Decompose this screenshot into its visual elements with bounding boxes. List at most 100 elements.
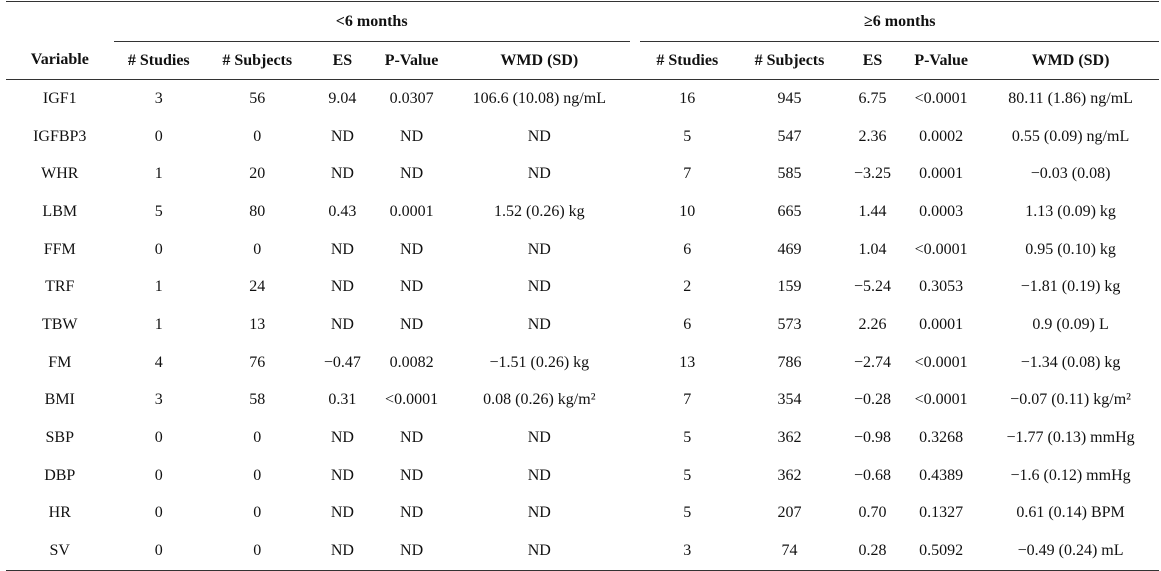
cell-subjects: 786: [777, 353, 802, 371]
cell-subjects: 24: [249, 278, 266, 296]
cell-es: ND: [330, 429, 354, 447]
cell-subjects: 80: [249, 202, 266, 220]
cell-variable: TBW: [41, 315, 78, 333]
cell-subjects: 0: [253, 542, 262, 560]
cell-wmd: ND: [527, 127, 551, 145]
cell-variable: WHR: [41, 165, 79, 183]
cell-es: −0.28: [853, 391, 891, 409]
cell-wmd: ND: [527, 165, 551, 183]
cell-wmd: 1.13 (0.09) kg: [1025, 202, 1116, 220]
cell-es: −0.98: [853, 429, 891, 447]
column-header-row: Variable # Studies # Subjects ES P-Value…: [6, 41, 1159, 80]
cell-subjects: 0: [253, 504, 262, 522]
cell-studies: 4: [154, 353, 163, 371]
cell-es: −0.68: [853, 466, 891, 484]
cell-studies: 1: [154, 278, 163, 296]
col-header-es: ES: [844, 41, 901, 80]
col-header-subjects: # Subjects: [734, 41, 845, 80]
cell-studies: 0: [154, 504, 163, 522]
col-header-studies: # Studies: [640, 41, 735, 80]
cell-es: ND: [330, 504, 354, 522]
cell-wmd: −0.03 (0.08): [1030, 165, 1111, 183]
cell-subjects: 159: [777, 278, 802, 296]
cell-p-value: <0.0001: [914, 353, 968, 371]
cell-subjects: 573: [777, 315, 802, 333]
cell-studies: 6: [683, 315, 692, 333]
cell-gap: [630, 532, 641, 570]
cell-subjects: 74: [781, 542, 798, 560]
cell-subjects: 945: [777, 89, 802, 107]
cell-es: ND: [330, 466, 354, 484]
results-table-container: <6 months ≥6 months Variable # Studies #…: [6, 1, 1159, 571]
cell-es: 2.36: [858, 127, 887, 145]
table-body: IGF1 3 56 9.04 0.0307 106.6 (10.08) ng/mL 16 94…: [6, 80, 1159, 571]
col-header-p-value: P-Value: [900, 41, 983, 80]
cell-p-value: ND: [400, 127, 424, 145]
cell-es: 1.04: [858, 240, 887, 258]
cell-p-value: ND: [400, 542, 424, 560]
cell-wmd: 106.6 (10.08) ng/mL: [472, 89, 606, 107]
cell-studies: 3: [154, 89, 163, 107]
cell-p-value: 0.0003: [919, 202, 964, 220]
cell-es: ND: [330, 240, 354, 258]
cell-wmd: ND: [527, 429, 551, 447]
cell-es: 9.04: [328, 89, 357, 107]
table-row: LBM 5 80 0.43 0.0001 1.52 (0.26) kg 10 665 1.44 0…: [6, 193, 1159, 231]
cell-gap: [630, 419, 641, 457]
cell-variable: BMI: [44, 391, 75, 409]
cell-studies: 5: [683, 429, 692, 447]
cell-studies: 1: [154, 165, 163, 183]
cell-studies: 5: [683, 466, 692, 484]
cell-studies: 1: [154, 315, 163, 333]
cell-es: 6.75: [858, 89, 887, 107]
cell-subjects: 0: [253, 240, 262, 258]
cell-studies: 0: [154, 466, 163, 484]
cell-gap: [630, 268, 641, 306]
cell-subjects: 58: [249, 391, 266, 409]
cell-variable: LBM: [42, 202, 78, 220]
cell-studies: 0: [154, 127, 163, 145]
group-gap: [630, 2, 641, 42]
cell-subjects: 76: [249, 353, 266, 371]
cell-p-value: ND: [400, 165, 424, 183]
cell-wmd: −1.6 (0.12) mmHg: [1010, 466, 1131, 484]
cell-studies: 0: [154, 542, 163, 560]
cell-studies: 2: [683, 278, 692, 296]
cell-studies: 0: [154, 429, 163, 447]
cell-gap: [630, 231, 641, 269]
results-table: <6 months ≥6 months Variable # Studies #…: [6, 1, 1159, 571]
cell-gap: [630, 118, 641, 156]
col-header-wmd: WMD (SD): [448, 41, 630, 80]
cell-subjects: 362: [777, 466, 802, 484]
cell-wmd: ND: [527, 466, 551, 484]
cell-subjects: 207: [777, 504, 802, 522]
cell-studies: 6: [683, 240, 692, 258]
cell-wmd: 0.9 (0.09) L: [1032, 315, 1109, 333]
cell-p-value: 0.0002: [919, 127, 964, 145]
cell-studies: 5: [154, 202, 163, 220]
cell-p-value: 0.3053: [919, 278, 964, 296]
col-header-p-value: P-Value: [374, 41, 449, 80]
cell-es: −3.25: [853, 165, 891, 183]
cell-subjects: 0: [253, 127, 262, 145]
cell-gap: [630, 193, 641, 231]
cell-subjects: 585: [777, 165, 802, 183]
cell-es: ND: [330, 315, 354, 333]
cell-subjects: 354: [777, 391, 802, 409]
cell-gap: [630, 382, 641, 420]
cell-subjects: 13: [249, 315, 266, 333]
cell-subjects: 20: [249, 165, 266, 183]
cell-wmd: 80.11 (1.86) ng/mL: [1008, 89, 1133, 107]
cell-subjects: 469: [777, 240, 802, 258]
cell-es: ND: [330, 278, 354, 296]
cell-wmd: 1.52 (0.26) kg: [493, 202, 585, 220]
cell-variable: IGFBP3: [33, 127, 87, 145]
cell-es: 2.26: [858, 315, 887, 333]
cell-gap: [630, 306, 641, 344]
cell-p-value: <0.0001: [914, 89, 968, 107]
group-header-row: <6 months ≥6 months: [6, 1, 1159, 42]
cell-gap: [630, 457, 641, 495]
cell-wmd: −0.49 (0.24) mL: [1017, 542, 1124, 560]
cell-wmd: −1.34 (0.08) kg: [1020, 353, 1121, 371]
cell-variable: SBP: [45, 429, 74, 447]
